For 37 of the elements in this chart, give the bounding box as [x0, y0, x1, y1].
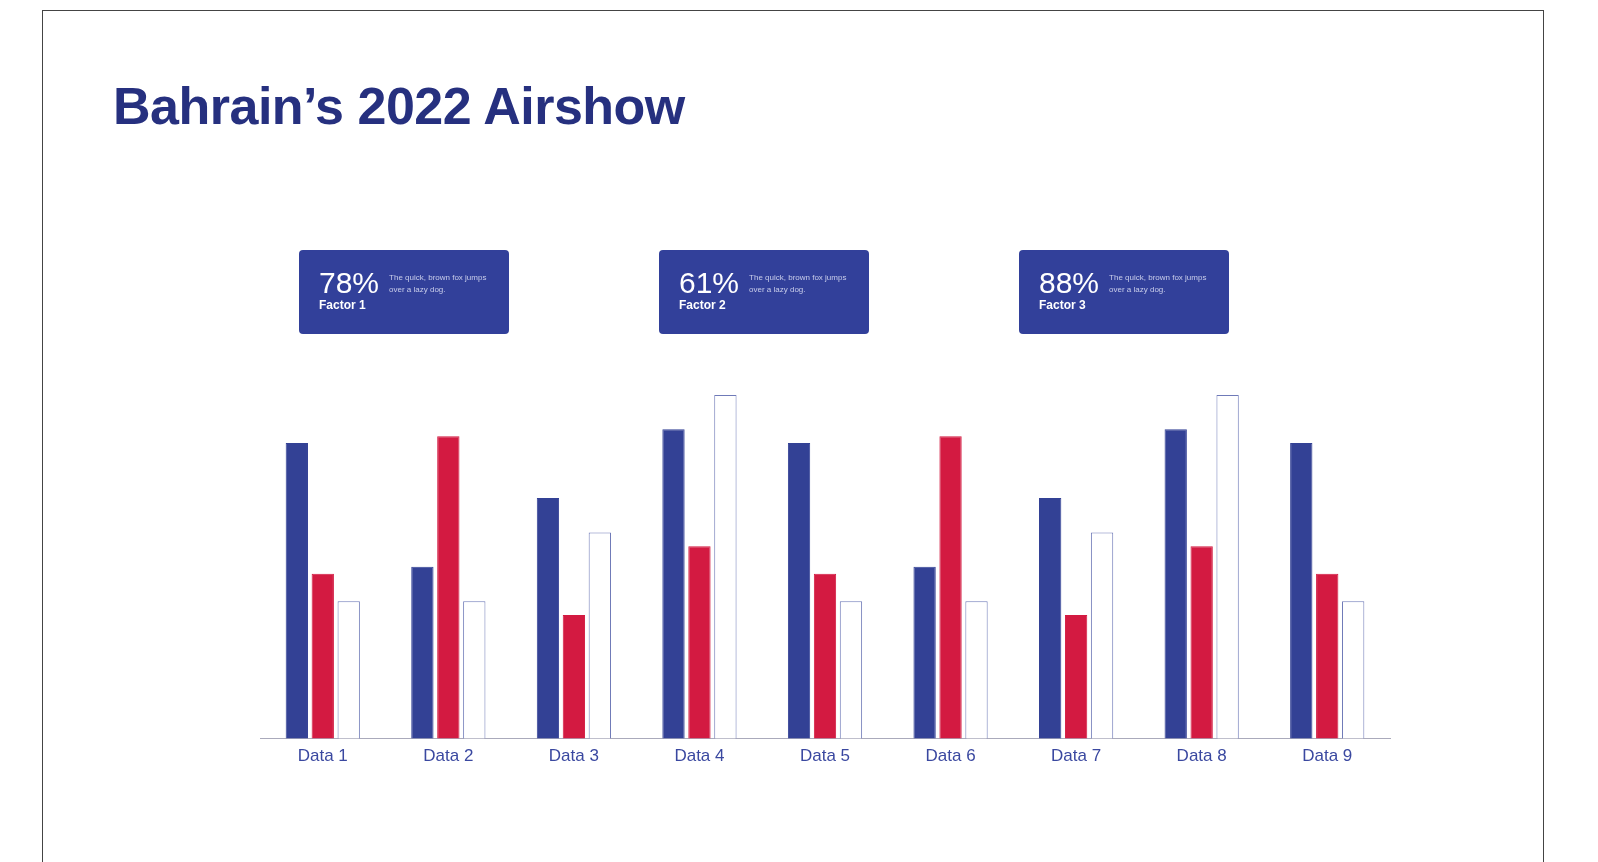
- bar: [411, 566, 434, 739]
- bar: [1290, 443, 1313, 739]
- bar: [813, 573, 837, 739]
- bar: [787, 443, 811, 739]
- bar: [1190, 546, 1213, 739]
- bar: [311, 573, 334, 739]
- bar: [1164, 429, 1187, 739]
- bar: [285, 443, 308, 739]
- text: 61%: [679, 266, 740, 299]
- bar: [562, 614, 586, 739]
- bar: [1039, 498, 1062, 739]
- text: The quick, brown fox jumps over a lazy dog.: [389, 272, 488, 296]
- x-tick-label: Data 8: [1176, 746, 1227, 766]
- text: The quick, brown fox jumps over a lazy dog.: [1109, 272, 1208, 296]
- x-tick-label: Data 1: [297, 746, 348, 766]
- text: 78%: [319, 266, 380, 299]
- x-tick-label: Data 5: [799, 746, 851, 766]
- text: 88%: [1039, 266, 1100, 299]
- bar: [437, 436, 460, 739]
- bar: [913, 566, 936, 739]
- x-tick-label: Data 7: [1051, 746, 1102, 766]
- bar: [688, 546, 711, 739]
- x-tick-label: Data 9: [1302, 746, 1353, 766]
- text: The quick, brown fox jumps over a lazy dog.: [749, 272, 848, 296]
- bar: [662, 429, 685, 739]
- x-tick-label: Data 2: [423, 746, 474, 766]
- bar: [939, 436, 962, 739]
- bar: [1064, 614, 1088, 739]
- text: Factor 3: [1039, 298, 1087, 312]
- bar: [536, 498, 560, 739]
- text: Factor 2: [679, 298, 727, 312]
- bar: [1316, 573, 1339, 739]
- text: Factor 1: [319, 298, 367, 312]
- x-tick-label: Data 4: [674, 746, 725, 766]
- chart-title: Bahrain’s 2022 Airshow: [113, 76, 685, 136]
- x-tick-label: Data 3: [548, 746, 599, 766]
- x-tick-label: Data 6: [925, 746, 976, 766]
